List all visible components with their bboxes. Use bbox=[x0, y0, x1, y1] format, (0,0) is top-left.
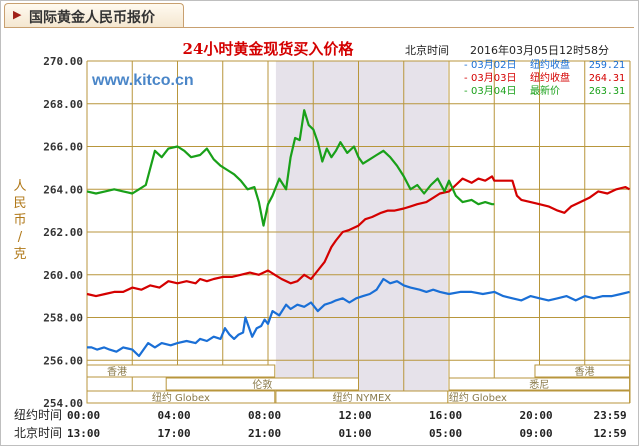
market-session-label: 香港 bbox=[575, 366, 595, 378]
legend-date: 03月02日 bbox=[471, 59, 516, 71]
market-session-bar bbox=[86, 364, 276, 378]
legend-value: 264.31 bbox=[589, 73, 625, 84]
market-session-label: 香港 bbox=[107, 366, 127, 378]
kitco-watermark: www.kitco.cn bbox=[91, 72, 194, 89]
y-axis-label-char: 民 bbox=[13, 196, 26, 211]
market-session-label: 纽约 NYMEX bbox=[333, 391, 392, 404]
x-tick-bj: 12:59 bbox=[594, 427, 627, 440]
y-tick-label: 270.00 bbox=[43, 55, 83, 68]
series-line-03月04日 bbox=[86, 109, 495, 227]
tab-gold-rmb-price[interactable]: ▶ 国际黄金人民币报价 bbox=[4, 3, 184, 28]
market-session-bar bbox=[534, 364, 631, 378]
legend-date: 03月04日 bbox=[471, 85, 516, 97]
y-tick-label: 258.00 bbox=[43, 312, 83, 325]
market-session-label: 纽约 Globex bbox=[449, 391, 507, 404]
legend-value: 259.21 bbox=[589, 60, 625, 71]
y-axis-label-char: 克 bbox=[13, 247, 26, 262]
series-line-03月02日 bbox=[87, 277, 630, 358]
x-tick-ny: 00:00 bbox=[67, 409, 100, 422]
legend-value: 263.31 bbox=[589, 86, 625, 97]
x-tick-bj: 01:00 bbox=[339, 427, 372, 440]
market-session-label: 伦敦 bbox=[252, 378, 272, 391]
legend-tag: 纽约收盘 bbox=[530, 58, 570, 71]
x-tick-ny: 04:00 bbox=[158, 409, 191, 422]
y-tick-label: 256.00 bbox=[43, 354, 83, 367]
legend-marker: - bbox=[464, 73, 468, 84]
y-tick-label: 268.00 bbox=[43, 98, 83, 111]
y-tick-label: 264.00 bbox=[43, 183, 83, 196]
x-tick-ny: 12:00 bbox=[339, 409, 372, 422]
market-session-label: 纽约 Globex bbox=[152, 391, 210, 404]
y-axis-label-char: 人 bbox=[13, 179, 26, 194]
x-row1-label: 纽约时间 bbox=[14, 407, 62, 422]
legend-marker: - bbox=[464, 86, 468, 97]
x-tick-bj: 09:00 bbox=[520, 427, 553, 440]
x-tick-ny: 16:00 bbox=[429, 409, 462, 422]
x-tick-bj: 21:00 bbox=[248, 427, 281, 440]
x-tick-bj: 13:00 bbox=[67, 427, 100, 440]
x-tick-ny: 20:00 bbox=[520, 409, 553, 422]
legend-tag: 纽约收盘 bbox=[530, 71, 570, 84]
y-tick-label: 260.00 bbox=[43, 269, 83, 282]
x-tick-ny: 08:00 bbox=[248, 409, 281, 422]
tab-title: 国际黄金人民币报价 bbox=[29, 10, 155, 26]
series-line-03月03日 bbox=[86, 175, 631, 298]
timestamp: 2016年03月05日12时58分 bbox=[470, 43, 609, 57]
y-tick-label: 262.00 bbox=[43, 226, 83, 239]
x-tick-bj: 17:00 bbox=[158, 427, 191, 440]
x-row2-label: 北京时间 bbox=[14, 426, 62, 440]
market-session-bar bbox=[447, 390, 631, 404]
market-session-label: 悉尼 bbox=[529, 379, 549, 391]
timestamp-label: 北京时间 bbox=[405, 43, 449, 57]
chart-title: 24小时黄金现货买入价格 bbox=[183, 40, 355, 58]
y-axis-label-char: / bbox=[18, 230, 23, 245]
y-tick-label: 254.00 bbox=[43, 397, 83, 410]
x-tick-bj: 05:00 bbox=[429, 427, 462, 440]
triangle-right-icon: ▶ bbox=[13, 9, 22, 21]
legend-marker: - bbox=[464, 60, 468, 71]
market-session-bar bbox=[86, 390, 276, 404]
y-axis-label-char: 币 bbox=[13, 213, 26, 228]
legend-tag: 最新价 bbox=[530, 84, 560, 97]
x-tick-ny: 23:59 bbox=[594, 409, 627, 422]
tab-divider bbox=[4, 27, 634, 28]
legend-date: 03月03日 bbox=[471, 72, 516, 84]
market-session-bar bbox=[448, 377, 631, 391]
y-tick-label: 266.00 bbox=[43, 141, 83, 154]
market-session-bar bbox=[165, 377, 359, 391]
